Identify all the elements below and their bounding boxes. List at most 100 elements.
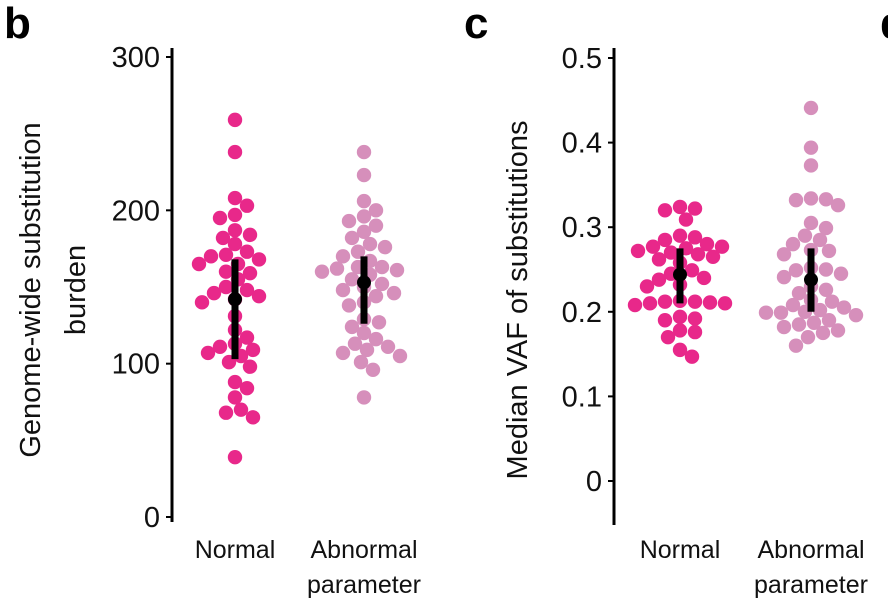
data-point [335,282,351,298]
xtick-b-abnormal-line1: Abnormal [311,536,418,564]
y-tick-label: 0.1 [562,381,602,413]
data-point [791,317,807,332]
data-point [785,297,801,313]
data-point [347,336,363,351]
data-point [788,338,804,353]
data-point [374,259,390,275]
data-point [344,272,360,287]
xtick-c-abnormal-line1: Abnormal [758,536,865,564]
data-point [657,313,673,328]
data-point [791,285,807,301]
data-point [368,203,384,218]
data-point [687,324,703,340]
data-point [227,190,243,206]
data-point [657,232,673,248]
data-point [380,339,396,354]
data-point [344,230,360,246]
data-point [227,450,243,465]
y-tick-label: 0.3 [562,212,602,244]
data-point [368,331,384,347]
data-point [678,212,694,227]
y-tick-label: 0.2 [562,297,602,329]
data-point [836,300,852,315]
data-point [350,244,366,259]
panel-label-d: d [880,0,888,48]
data-point [785,236,801,252]
data-point [639,279,655,294]
data-point [776,247,792,262]
y-tick-label: 0 [586,466,602,498]
data-point [239,244,255,259]
data-point [203,249,219,264]
data-point [245,342,261,358]
data-point [356,144,372,160]
data-point [227,236,243,252]
data-point [200,345,216,361]
data-point [239,381,255,396]
chart-c: Median VAF of substitutions Normal Abnor… [502,121,868,599]
data-point [356,209,372,224]
data-point [227,390,243,405]
chart-b: Genome-wide substitution burden Normal A… [15,122,421,599]
data-point [830,323,846,338]
panel-label-b: b [4,0,31,48]
data-point [705,249,721,265]
data-point [803,191,819,206]
data-point [371,315,387,330]
data-point [657,203,673,218]
data-point [645,239,661,254]
xtick-c-normal: Normal [640,536,721,564]
ylabel-b-line2: burden [60,245,92,335]
data-point [389,262,405,278]
data-point [776,319,792,335]
plot-b: 0 100 200 300 [112,42,408,534]
data-point [218,279,234,295]
data-point [356,325,372,341]
data-point [212,339,228,354]
data-point [218,247,234,262]
data-point [696,270,712,286]
data-point [651,252,667,267]
mean-marker [357,275,371,290]
data-point [335,345,351,361]
data-point [806,315,822,330]
data-point [660,329,676,345]
data-point [818,220,834,236]
data-point [821,243,837,259]
data-point [386,285,402,301]
data-point [368,289,384,304]
ylabel-c: Median VAF of substitutions [502,121,534,480]
data-point [239,282,255,298]
y-tick-label: 0.5 [562,43,602,75]
data-point [642,296,658,311]
data-point [356,390,372,405]
data-point [251,289,267,304]
data-point [773,305,789,320]
data-point [812,302,828,318]
data-point [314,264,330,279]
data-point [672,228,688,243]
data-point [356,224,372,239]
data-point [335,249,351,264]
data-point [812,232,828,248]
data-point [239,330,255,345]
data-point [803,140,819,155]
data-point [368,218,384,233]
data-point [684,349,700,364]
data-point [362,236,378,252]
data-point [227,223,243,238]
data-point [341,298,357,313]
data-point [824,294,840,309]
data-point [392,348,408,364]
data-point [191,256,207,272]
y-tick-label: 100 [112,349,160,381]
data-point [365,362,381,377]
data-point [818,192,834,207]
data-point [218,264,234,279]
y-tick-label: 300 [112,42,160,74]
data-point [630,243,646,259]
data-point [687,311,703,326]
data-point [194,295,210,310]
xtick-b-normal: Normal [195,536,276,564]
